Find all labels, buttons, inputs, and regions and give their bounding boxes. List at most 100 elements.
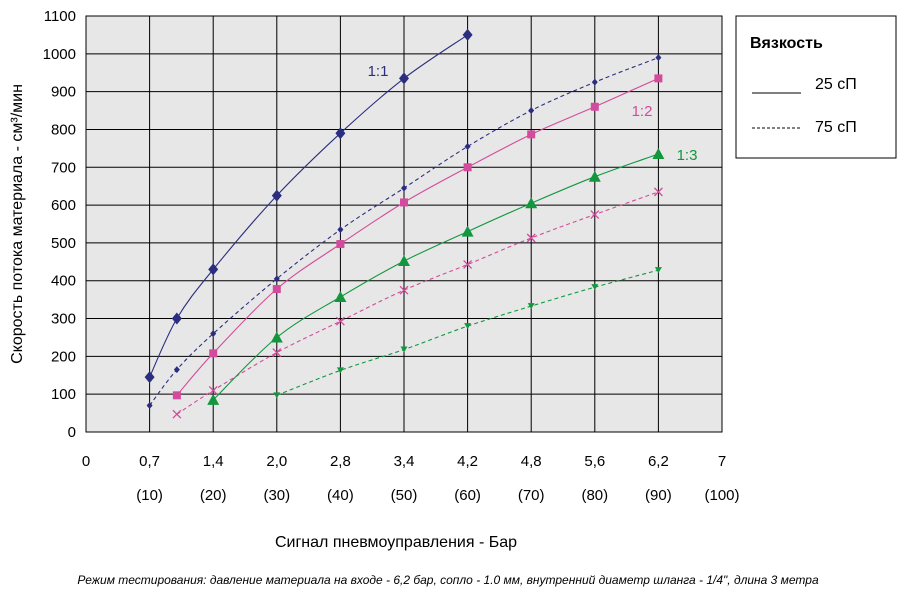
data-point-4-5 xyxy=(525,197,538,209)
data-point-3-4 xyxy=(399,285,409,295)
data-point-5-1 xyxy=(336,367,344,374)
data-point-3-7 xyxy=(590,210,600,220)
y-tick-label: 900 xyxy=(51,84,76,101)
x-tick-label: 0 xyxy=(82,453,90,470)
data-point-4-4 xyxy=(461,225,474,237)
x-tick-label: 7 xyxy=(718,453,726,470)
x-tick-sublabel: (100) xyxy=(704,487,739,504)
data-point-1-8 xyxy=(591,78,598,86)
data-point-1-4 xyxy=(337,226,344,234)
x-tick-label: 4,2 xyxy=(457,453,478,470)
data-point-2-0 xyxy=(172,391,181,400)
y-tick-label: 500 xyxy=(51,235,76,252)
data-point-2-1 xyxy=(209,349,218,358)
series-label-0: 1:1 xyxy=(368,63,389,80)
y-tick-label: 100 xyxy=(51,386,76,403)
y-tick-label: 0 xyxy=(68,424,76,441)
y-tick-label: 700 xyxy=(51,159,76,176)
x-tick-sublabel: (60) xyxy=(454,487,481,504)
data-point-1-0 xyxy=(146,402,153,410)
data-point-4-7 xyxy=(652,148,665,160)
data-point-4-3 xyxy=(398,255,410,267)
data-point-3-6 xyxy=(526,233,536,243)
x-tick-sublabel: (50) xyxy=(391,487,418,504)
x-tick-label: 2,8 xyxy=(330,453,351,470)
y-tick-label: 1000 xyxy=(43,46,76,63)
x-tick-label: 4,8 xyxy=(521,453,542,470)
data-point-2-6 xyxy=(527,130,536,139)
x-tick-sublabel: (20) xyxy=(200,487,227,504)
x-tick-sublabel: (30) xyxy=(263,487,290,504)
series-line-1 xyxy=(149,57,659,406)
legend-box xyxy=(735,15,897,159)
x-tick-label: 6,2 xyxy=(648,453,669,470)
data-point-2-5 xyxy=(463,163,472,172)
x-tick-sublabel: (90) xyxy=(645,487,672,504)
y-tick-label: 800 xyxy=(51,121,76,138)
data-point-5-3 xyxy=(464,323,472,330)
series-label-2: 1:2 xyxy=(632,103,653,120)
data-point-4-1 xyxy=(270,331,283,343)
y-axis-title: Скорость потока материала - см³/мин xyxy=(9,84,26,364)
y-tick-label: 300 xyxy=(51,311,76,328)
series-labels: 1:1 1:2 1:3 xyxy=(368,63,698,164)
data-point-5-0 xyxy=(273,392,281,399)
data-point-0-2 xyxy=(208,263,219,276)
data-point-3-0 xyxy=(172,409,182,419)
data-point-3-3 xyxy=(335,316,345,326)
x-tick-label: 5,6 xyxy=(584,453,605,470)
x-tick-sublabel: (40) xyxy=(327,487,354,504)
y-tick-label: 600 xyxy=(51,197,76,214)
data-point-3-5 xyxy=(463,260,473,269)
series-label-4: 1:3 xyxy=(677,147,698,164)
legend-entry-25cp: 25 сП xyxy=(815,76,857,93)
data-point-5-6 xyxy=(654,267,662,274)
series-markers xyxy=(144,28,665,419)
x-tick-label: 2,0 xyxy=(266,453,287,470)
data-point-2-7 xyxy=(590,102,599,111)
x-tick-sublabel: (80) xyxy=(581,487,608,504)
x-tick-label: 0,7 xyxy=(139,453,160,470)
legend-title: Вязкость xyxy=(750,35,823,52)
data-point-1-5 xyxy=(401,184,407,192)
data-point-2-3 xyxy=(336,240,345,249)
data-point-1-7 xyxy=(528,107,535,115)
data-point-1-1 xyxy=(173,366,180,374)
data-point-1-9 xyxy=(655,54,662,62)
data-point-2-8 xyxy=(654,74,663,83)
legend-entry-75cp: 75 сП xyxy=(815,119,857,136)
data-point-0-0 xyxy=(144,371,155,384)
data-point-4-6 xyxy=(588,170,601,182)
data-point-2-4 xyxy=(400,198,408,207)
x-tick-sublabel: (10) xyxy=(136,487,163,504)
data-point-5-5 xyxy=(591,284,599,291)
data-point-0-4 xyxy=(335,127,346,140)
data-point-4-0 xyxy=(207,393,220,405)
data-point-5-4 xyxy=(527,303,535,310)
data-point-0-5 xyxy=(399,72,409,85)
x-tick-sublabel: (70) xyxy=(518,487,545,504)
data-point-4-2 xyxy=(334,290,347,302)
x-axis-title: Сигнал пневмоуправления - Бар xyxy=(275,534,517,551)
data-point-3-8 xyxy=(653,187,663,197)
y-tick-label: 400 xyxy=(51,273,76,290)
data-point-0-3 xyxy=(271,189,282,202)
data-point-2-2 xyxy=(272,285,281,294)
data-point-5-2 xyxy=(400,346,408,353)
legend: Вязкость 25 сП 75 сП xyxy=(735,15,897,159)
data-point-1-3 xyxy=(273,275,280,283)
data-point-3-1 xyxy=(208,385,218,395)
data-point-3-2 xyxy=(272,348,282,358)
x-tick-label: 3,4 xyxy=(394,453,415,470)
data-point-0-6 xyxy=(462,28,473,41)
data-point-0-1 xyxy=(171,312,182,325)
footnote: Режим тестирования: давление материала н… xyxy=(77,573,819,587)
y-tick-label: 200 xyxy=(51,348,76,365)
x-tick-label: 1,4 xyxy=(203,453,224,470)
y-tick-labels: 0 100 200 300 400 500 600 700 800 900 1000 1100 xyxy=(43,8,76,441)
x-tick-labels: 0 0,7 (10) 1,4 (20) 2,0 (30) 2,8 (40) 3,4 (50) 4,2 (… xyxy=(82,453,740,504)
data-point-1-2 xyxy=(210,330,217,338)
data-point-1-6 xyxy=(464,142,471,150)
y-tick-label: 1100 xyxy=(44,8,76,25)
